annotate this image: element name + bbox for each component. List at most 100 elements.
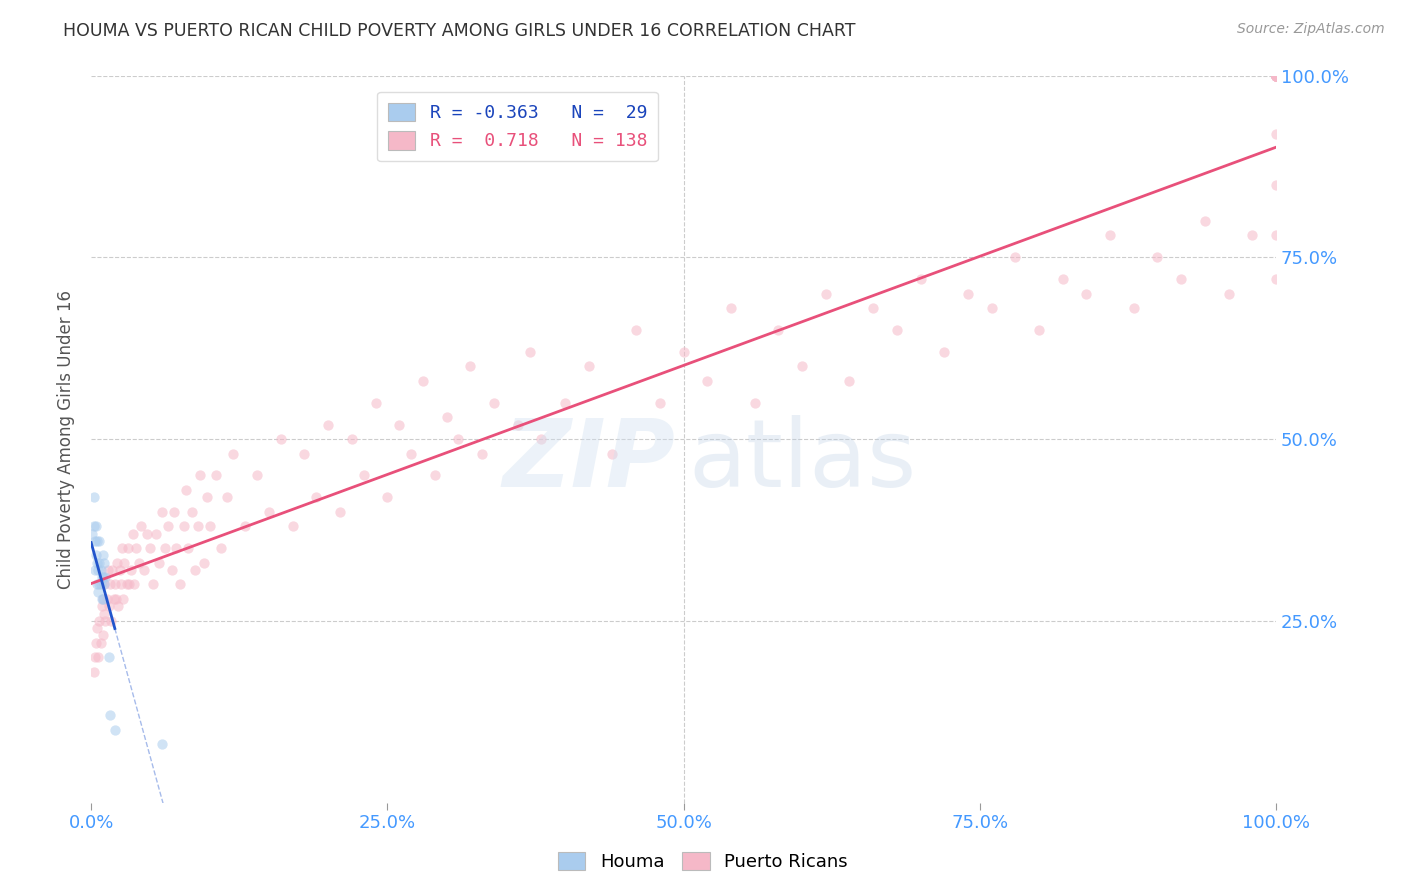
Point bbox=[98, 708, 121, 723]
Point bbox=[96, 592, 118, 607]
Point bbox=[89, 614, 111, 628]
Point bbox=[93, 577, 115, 591]
Point bbox=[1265, 69, 1288, 83]
Point bbox=[84, 549, 107, 563]
Point bbox=[90, 563, 112, 577]
Point bbox=[1265, 69, 1288, 83]
Point bbox=[814, 286, 837, 301]
Point bbox=[956, 286, 979, 301]
Legend: R = -0.363   N =  29, R =  0.718   N = 138: R = -0.363 N = 29, R = 0.718 N = 138 bbox=[377, 92, 658, 161]
Point bbox=[862, 301, 884, 315]
Point bbox=[305, 490, 328, 504]
Point bbox=[1265, 69, 1288, 83]
Point bbox=[184, 563, 207, 577]
Point bbox=[447, 432, 470, 446]
Point bbox=[204, 468, 226, 483]
Point bbox=[90, 599, 112, 614]
Point bbox=[294, 447, 316, 461]
Point bbox=[399, 447, 422, 461]
Point bbox=[142, 577, 165, 591]
Point bbox=[177, 541, 200, 555]
Point bbox=[90, 577, 112, 591]
Point bbox=[93, 577, 115, 591]
Point bbox=[153, 541, 176, 555]
Point bbox=[104, 723, 127, 737]
Point bbox=[188, 468, 211, 483]
Point bbox=[115, 577, 138, 591]
Point bbox=[89, 556, 111, 570]
Point bbox=[169, 577, 191, 591]
Point bbox=[217, 490, 239, 504]
Point bbox=[1265, 69, 1288, 83]
Point bbox=[1265, 272, 1288, 286]
Point bbox=[89, 533, 111, 548]
Y-axis label: Child Poverty Among Girls Under 16: Child Poverty Among Girls Under 16 bbox=[58, 290, 75, 589]
Point bbox=[83, 563, 105, 577]
Point bbox=[1265, 69, 1288, 83]
Point bbox=[90, 592, 112, 607]
Point bbox=[89, 577, 111, 591]
Point bbox=[1265, 69, 1288, 83]
Point bbox=[111, 541, 134, 555]
Text: atlas: atlas bbox=[688, 415, 917, 507]
Point bbox=[1076, 286, 1098, 301]
Point bbox=[86, 556, 108, 570]
Point bbox=[316, 417, 339, 432]
Point bbox=[1265, 69, 1288, 83]
Point bbox=[105, 556, 128, 570]
Point bbox=[166, 541, 188, 555]
Point bbox=[87, 650, 110, 665]
Point bbox=[1122, 301, 1144, 315]
Point bbox=[187, 519, 209, 533]
Point bbox=[458, 359, 481, 374]
Point bbox=[82, 526, 104, 541]
Point bbox=[148, 556, 170, 570]
Point bbox=[112, 592, 135, 607]
Point bbox=[135, 526, 157, 541]
Point bbox=[482, 395, 505, 409]
Point bbox=[281, 519, 304, 533]
Point bbox=[519, 344, 541, 359]
Point bbox=[768, 323, 790, 337]
Point bbox=[84, 635, 107, 649]
Point bbox=[233, 519, 256, 533]
Point bbox=[120, 563, 142, 577]
Point bbox=[107, 599, 129, 614]
Point bbox=[112, 556, 135, 570]
Point bbox=[94, 614, 117, 628]
Point bbox=[1265, 127, 1288, 141]
Point bbox=[108, 563, 131, 577]
Point bbox=[174, 483, 197, 497]
Point bbox=[388, 417, 411, 432]
Point bbox=[198, 519, 221, 533]
Point bbox=[1028, 323, 1050, 337]
Point bbox=[84, 519, 107, 533]
Point bbox=[1099, 228, 1122, 243]
Point bbox=[98, 577, 121, 591]
Point bbox=[980, 301, 1002, 315]
Point bbox=[246, 468, 269, 483]
Point bbox=[83, 490, 105, 504]
Point bbox=[1265, 69, 1288, 83]
Point bbox=[86, 577, 108, 591]
Point bbox=[193, 556, 215, 570]
Point bbox=[1265, 69, 1288, 83]
Point bbox=[554, 395, 576, 409]
Text: Source: ZipAtlas.com: Source: ZipAtlas.com bbox=[1237, 22, 1385, 37]
Point bbox=[105, 592, 128, 607]
Point bbox=[377, 490, 399, 504]
Text: ZIP: ZIP bbox=[502, 415, 675, 507]
Point bbox=[910, 272, 932, 286]
Point bbox=[412, 374, 434, 388]
Point bbox=[1265, 69, 1288, 83]
Point bbox=[97, 563, 120, 577]
Point bbox=[1265, 69, 1288, 83]
Point bbox=[1218, 286, 1240, 301]
Point bbox=[506, 417, 529, 432]
Point bbox=[257, 505, 280, 519]
Point bbox=[353, 468, 375, 483]
Point bbox=[150, 505, 173, 519]
Point bbox=[87, 563, 110, 577]
Point bbox=[87, 584, 110, 599]
Point bbox=[329, 505, 352, 519]
